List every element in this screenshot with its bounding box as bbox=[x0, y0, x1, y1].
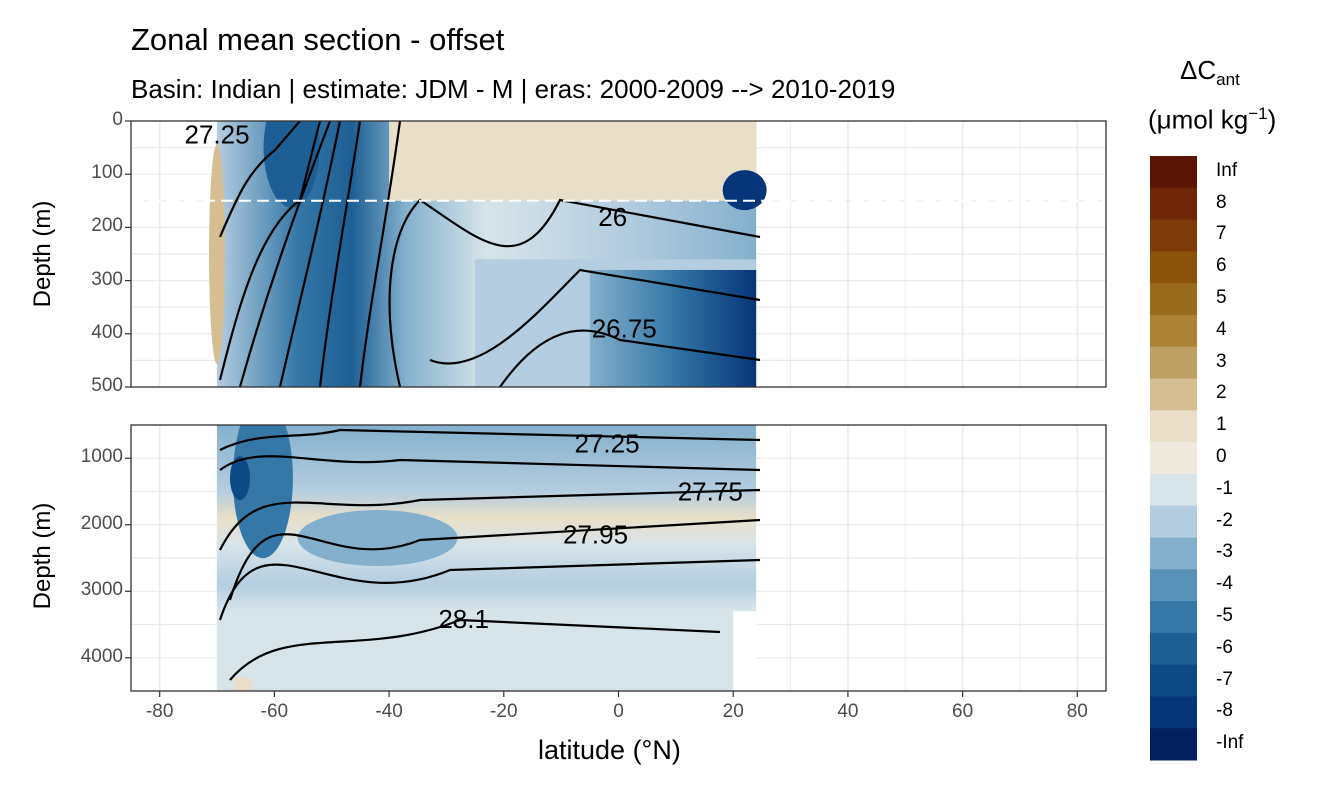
isopycnal-label: 26.75 bbox=[592, 313, 657, 343]
y-tick-label: 4000 bbox=[80, 645, 123, 667]
field-hotspot bbox=[229, 456, 250, 501]
legend-swatch bbox=[1150, 251, 1197, 284]
isopycnal-line bbox=[238, 121, 332, 387]
legend-label: -6 bbox=[1216, 636, 1233, 658]
legend-swatch bbox=[1150, 314, 1197, 348]
isopycnal-line bbox=[228, 518, 761, 601]
legend-swatch bbox=[1150, 187, 1197, 221]
panel-border bbox=[130, 120, 1107, 388]
legend-label: -7 bbox=[1216, 668, 1233, 690]
legend-label: 3 bbox=[1216, 350, 1227, 372]
legend-label: -4 bbox=[1216, 573, 1233, 595]
legend-swatch bbox=[1150, 696, 1197, 729]
field-edge bbox=[209, 144, 226, 364]
legend-swatch bbox=[1150, 728, 1197, 761]
x-tick-label: -40 bbox=[375, 701, 403, 722]
legend-swatch bbox=[1150, 219, 1197, 252]
y-tick-label: 1000 bbox=[80, 446, 123, 468]
isopycnal-label: 27.25 bbox=[184, 119, 249, 149]
legend-label: 8 bbox=[1216, 191, 1227, 213]
field-hotspot bbox=[722, 170, 767, 211]
isopycnal-label: 26 bbox=[598, 202, 627, 232]
y-tick-label: 200 bbox=[91, 215, 123, 237]
field-surface-positive bbox=[389, 121, 757, 201]
legend-swatch bbox=[1150, 505, 1197, 538]
legend-swatch bbox=[1150, 569, 1197, 602]
isopycnal-line bbox=[229, 618, 721, 681]
isopycnal-line bbox=[499, 329, 761, 387]
isopycnal-line bbox=[219, 428, 761, 451]
legend-label: 1 bbox=[1216, 414, 1227, 436]
y-tick-label: 2000 bbox=[80, 512, 123, 534]
isopycnal-line bbox=[218, 121, 301, 238]
data-field: 27.25 26 26.75 bbox=[184, 119, 767, 387]
legend-swatch bbox=[1150, 378, 1197, 411]
legend-swatch bbox=[1150, 346, 1197, 380]
chart-title: Zonal mean section - offset bbox=[131, 22, 505, 57]
field-bottom-positive bbox=[234, 677, 253, 691]
field-base bbox=[217, 425, 757, 691]
field-core bbox=[263, 121, 320, 208]
legend-swatch bbox=[1150, 283, 1197, 316]
legend-label: 6 bbox=[1216, 255, 1227, 277]
legend-title: ΔCant bbox=[1180, 55, 1240, 90]
legend-label: Inf bbox=[1216, 159, 1238, 181]
isopycnal-line bbox=[218, 121, 322, 381]
field-missing bbox=[733, 611, 757, 691]
isopycnal-label: 27.75 bbox=[678, 477, 743, 507]
panel-lower: 27.25 27.75 27.95 28.1 bbox=[125, 424, 1107, 697]
isopycnal-line bbox=[218, 558, 761, 621]
x-tick-label: -80 bbox=[145, 701, 174, 722]
isopycnal-line bbox=[219, 488, 761, 551]
y-tick-label: 100 bbox=[91, 162, 123, 184]
legend-label: -1 bbox=[1216, 477, 1233, 499]
x-tick-label: -60 bbox=[260, 701, 289, 722]
legend-label: -8 bbox=[1216, 700, 1233, 722]
legend-units: (μmol kg−1) bbox=[1148, 104, 1277, 135]
isopycnal-line bbox=[318, 121, 362, 387]
y-tick-label: 500 bbox=[91, 375, 123, 396]
data-field: 27.25 27.75 27.95 28.1 bbox=[217, 425, 761, 691]
legend-label: -3 bbox=[1216, 541, 1233, 563]
isopycnal-line bbox=[358, 121, 402, 387]
isopycnal-label: 27.95 bbox=[563, 520, 628, 550]
legend-label: 4 bbox=[1216, 318, 1227, 340]
field-mid bbox=[297, 510, 458, 567]
field-deep-negative bbox=[589, 269, 757, 387]
legend-label: -Inf bbox=[1216, 732, 1244, 754]
legend-label: 0 bbox=[1216, 446, 1227, 467]
x-axis-label: latitude (°N) bbox=[538, 735, 681, 765]
x-tick-label: 0 bbox=[613, 701, 624, 722]
legend-swatch bbox=[1150, 156, 1197, 189]
legend-label: 2 bbox=[1216, 382, 1227, 404]
x-tick-label: 80 bbox=[1066, 701, 1088, 722]
chart-subtitle: Basin: Indian | estimate: JDM - M | eras… bbox=[131, 74, 896, 104]
x-tick-label: -20 bbox=[490, 701, 518, 722]
legend-label: 7 bbox=[1216, 223, 1227, 245]
legend-label: -5 bbox=[1216, 604, 1233, 626]
y-tick-label: 400 bbox=[91, 321, 123, 343]
panel-upper: 27.25 26 26.75 bbox=[125, 119, 1107, 388]
isopycnal-line bbox=[429, 268, 761, 365]
legend-swatch bbox=[1150, 537, 1197, 570]
legend-label: -2 bbox=[1216, 509, 1233, 531]
legend-swatch bbox=[1150, 601, 1197, 634]
y-tick-label: 0 bbox=[112, 109, 123, 130]
isopycnal-line bbox=[219, 455, 761, 472]
legend-swatch bbox=[1150, 442, 1197, 475]
isopycnal-label: 28.1 bbox=[438, 604, 489, 634]
x-tick-label: 60 bbox=[952, 701, 974, 722]
y-tick-label: 300 bbox=[91, 268, 123, 290]
y-tick-label: 3000 bbox=[80, 579, 123, 601]
legend-swatch bbox=[1150, 632, 1197, 666]
x-tick-label: 20 bbox=[722, 701, 744, 722]
legend-swatch bbox=[1150, 410, 1197, 443]
legend-swatch bbox=[1150, 473, 1197, 507]
isopycnal-line bbox=[278, 121, 342, 387]
x-tick-label: 40 bbox=[837, 701, 859, 722]
legend-swatch bbox=[1150, 664, 1197, 697]
legend-label: 5 bbox=[1216, 287, 1227, 309]
isopycnal-label: 27.25 bbox=[574, 429, 639, 459]
